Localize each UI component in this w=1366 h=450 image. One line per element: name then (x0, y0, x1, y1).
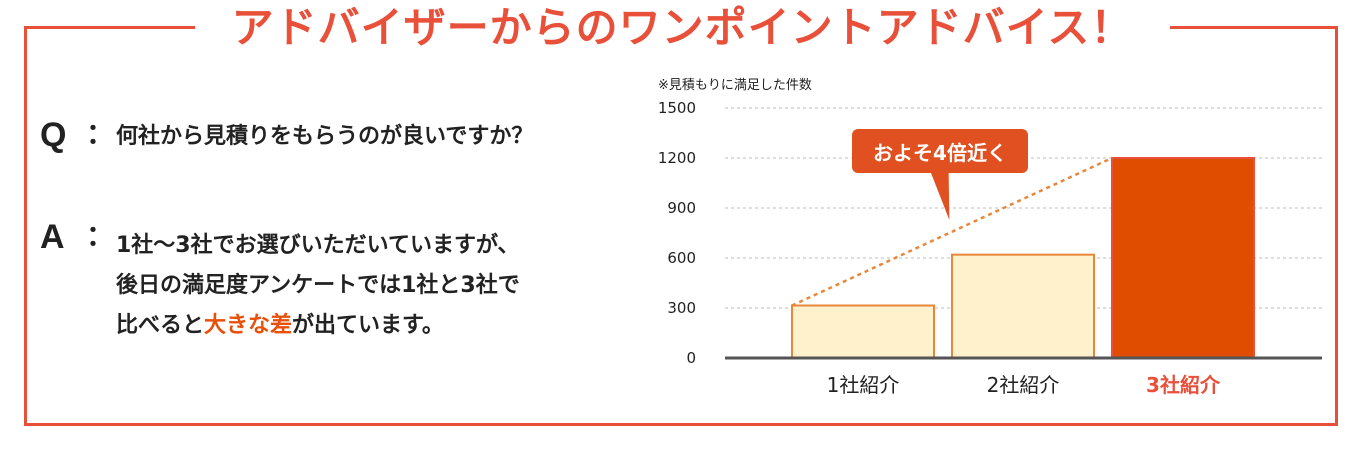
trend-line (791, 156, 1113, 307)
answer-highlight: 大きな差 (204, 313, 293, 338)
y-tick-label-1200: 1200 (658, 149, 696, 167)
chart-svg: 0 300 600 900 1200 1500 1社紹介 2社紹介 3社紹介 (658, 99, 1322, 397)
bar-2 (951, 253, 1095, 360)
answer-text: 1社〜3社でお選びいただいていますが、 後日の満足度アンケートでは1社と3社で … (116, 226, 520, 346)
answer-line-3-post: が出ています。 (292, 313, 444, 338)
a-colon: ： (86, 219, 115, 252)
y-tick-label-1500: 1500 (658, 99, 696, 117)
x-tick-label-1: 1社紹介 (827, 373, 900, 397)
y-tick-label-900: 900 (667, 199, 696, 217)
answer-line-3-pre: 比べると (116, 313, 205, 338)
callout-box: およそ4倍近く (852, 129, 1028, 173)
title-wrap: アドバイザーからのワンポイントアドバイス！ (195, 0, 1170, 56)
y-tick-label-0: 0 (686, 349, 696, 367)
answer-line-1: 1社〜3社でお選びいただいていますが、 (116, 233, 520, 258)
y-tick-label-300: 300 (667, 299, 696, 317)
satisfaction-chart: ※見積もりに満足した件数 0 300 600 900 1200 1500 1社紹介 2社紹介 3… (640, 70, 1340, 410)
answer-line-3: 比べると大きな差が出ています。 (116, 306, 520, 346)
y-tick-label-600: 600 (667, 249, 696, 267)
q-mark: Q (40, 116, 67, 154)
answer-line-2: 後日の満足度アンケートでは1社と3社で (116, 273, 520, 298)
question-text: 何社から見積りをもらうのが良いですか？ (116, 124, 534, 149)
page-title: アドバイザーからのワンポイントアドバイス！ (231, 3, 1134, 52)
q-colon: ： (86, 117, 115, 150)
a-mark: A (40, 218, 65, 256)
x-tick-label-2: 2社紹介 (987, 373, 1060, 397)
bar-1 (791, 304, 935, 359)
chart-note: ※見積もりに満足した件数 (658, 78, 812, 93)
bar-3 (1111, 157, 1255, 359)
x-tick-label-3: 3社紹介 (1146, 373, 1221, 397)
